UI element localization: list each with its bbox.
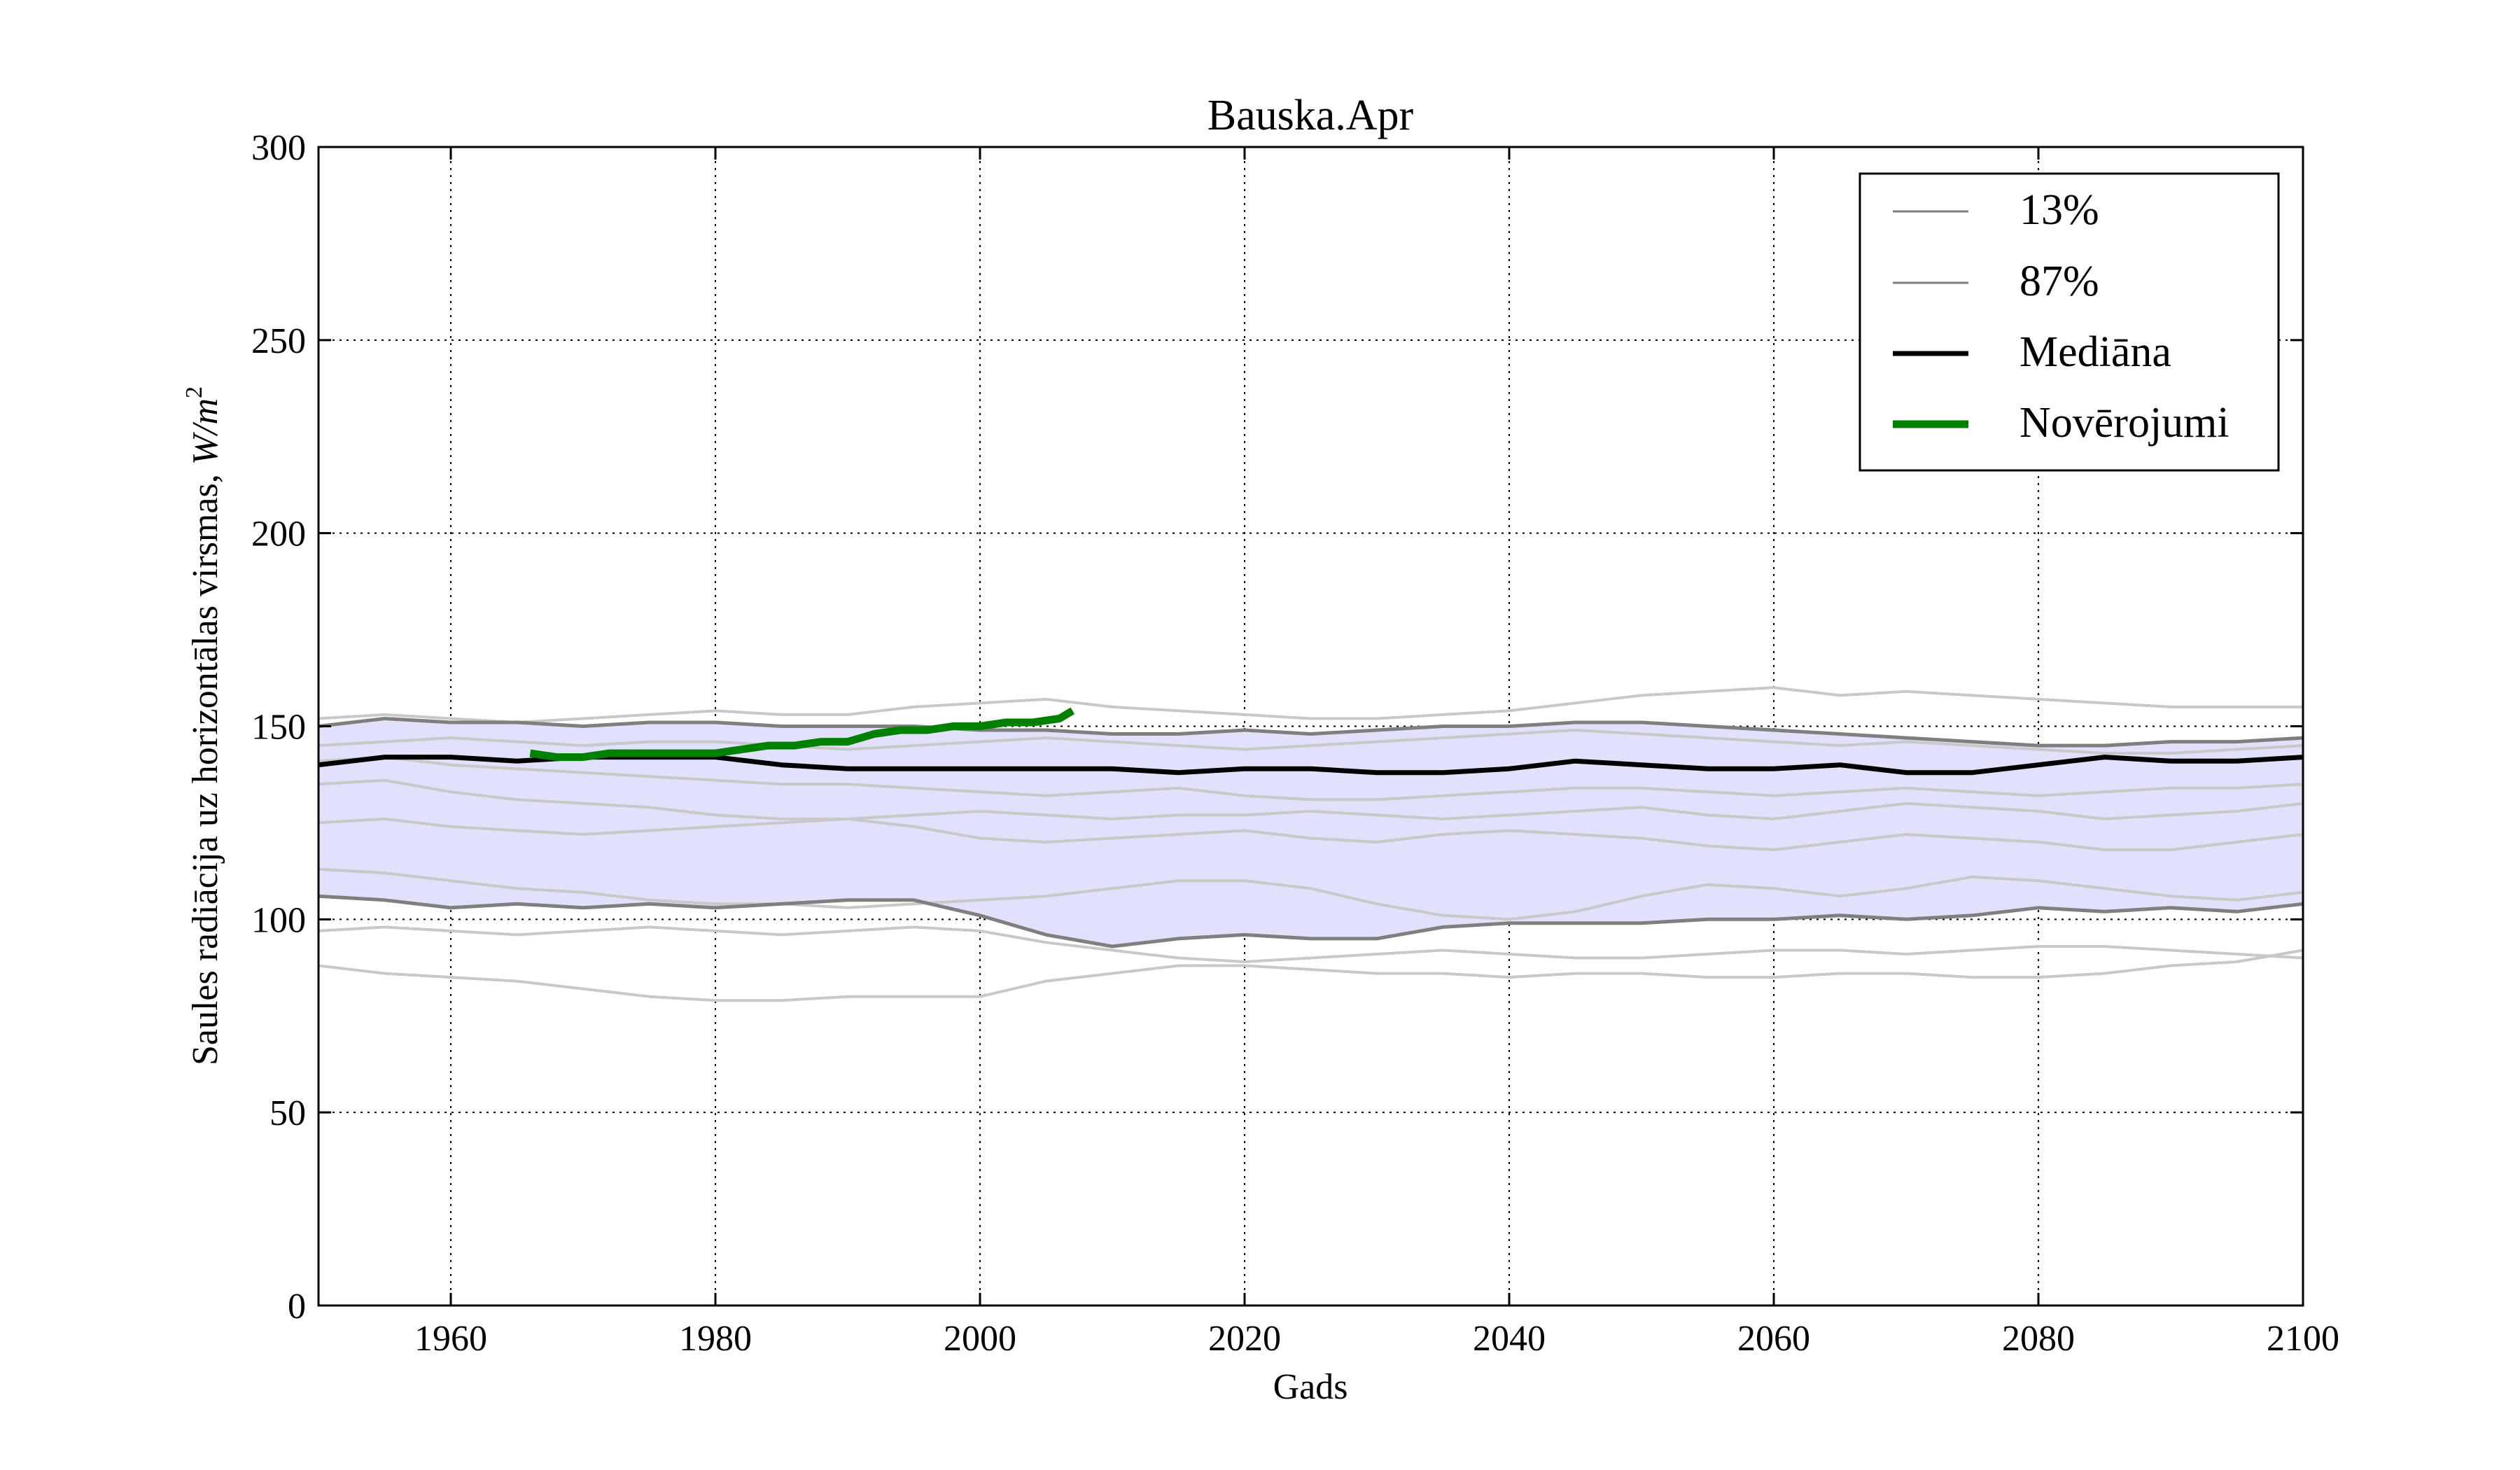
ensemble-line-7 [318,729,2304,755]
ensemble-line-1 [318,948,2304,1002]
y-axis-label: Saules radiācija uz horizontālas virsmas… [181,386,225,1065]
percentile-band-area [318,718,2303,946]
ensemble-line-8 [318,686,2303,724]
percentile-band [318,718,2303,946]
y-tick-labels: 0 50 100 150 200 250 300 [251,128,306,1326]
ensemble-members [318,686,2304,1002]
x-tick-labels: 1960 1980 2000 2020 2040 2060 2080 2100 [414,1319,2339,1359]
legend: 13% 87% Mediāna Novērojumi [1858,172,2280,472]
percentile-line-13 [318,894,2304,948]
y-tick-label: 50 [270,1093,306,1133]
x-tick-label: 2020 [1208,1319,1281,1359]
x-tick-label: 2100 [2267,1319,2339,1359]
observations-line [529,707,1075,762]
ensemble-line-6 [318,755,2304,802]
ensemble-line-5 [318,778,2304,820]
y-axis-label-unit-exponent: 2 [181,386,207,398]
ensemble-line-3 [318,867,2304,921]
x-tick-label: 2080 [2002,1319,2075,1359]
percentile-edges [318,717,2304,948]
x-tick-label: 1960 [414,1319,487,1359]
y-axis-label-text: Saules radiācija uz horizontālas virsmas… [186,474,225,1065]
legend-label-13: 13% [2019,186,2099,234]
legend-label-observations: Novērojumi [2019,399,2230,447]
legend-label-87: 87% [2019,258,2099,305]
y-tick-label: 100 [251,900,306,940]
ensemble-line-4 [318,817,2304,851]
y-tick-label: 250 [251,321,306,361]
y-tick-label: 0 [288,1287,306,1326]
axis-ticks [318,146,2304,1307]
legend-label-median: Mediāna [2019,328,2171,376]
x-tick-label: 1980 [679,1319,752,1359]
observation-series [529,707,1075,762]
y-tick-label: 200 [251,514,306,554]
y-tick-label: 150 [251,708,306,748]
percentile-line-87 [318,717,2304,748]
x-tick-label: 2040 [1473,1319,1546,1359]
chart-title: Bauska.Apr [1208,92,1414,139]
ensemble-line-2 [318,925,2304,963]
y-axis-label-unit: W/m [186,398,225,465]
x-tick-label: 2000 [944,1319,1016,1359]
x-tick-label: 2060 [1737,1319,1810,1359]
x-axis-label: Gads [1273,1367,1348,1407]
y-tick-label: 300 [251,128,306,168]
